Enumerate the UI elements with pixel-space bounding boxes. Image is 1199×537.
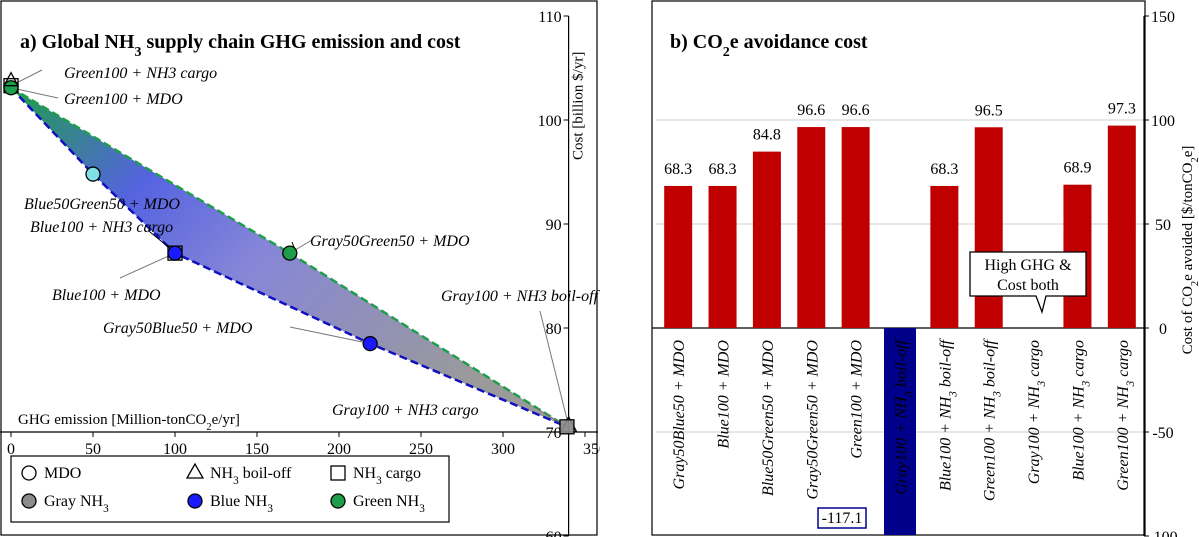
chart-a-title: a) Global NH3​ supply chain GHG emission… xyxy=(20,31,461,60)
x-tick-label: 300 xyxy=(491,441,515,458)
data-point-mdo xyxy=(167,245,183,261)
bar xyxy=(930,185,959,328)
callout-text: Cost both xyxy=(997,277,1059,294)
point-annotation: Gray100 + NH3 boil-off xyxy=(441,288,600,305)
legend-marker-cargo xyxy=(330,465,346,481)
legend-marker-boiloff xyxy=(185,462,205,479)
point-annotation: Gray100 + NH3 cargo xyxy=(332,402,479,419)
category-label: Green100 + NH3​ boil-off xyxy=(982,337,1004,501)
bar xyxy=(752,151,781,328)
category-label: Gray100 + NH3​ cargo xyxy=(1026,340,1048,484)
data-label: 84.8 xyxy=(753,127,781,144)
legend-label: MDO xyxy=(44,465,81,482)
bar xyxy=(974,127,1003,328)
data-point-mdo xyxy=(362,335,378,352)
x-tick-label: 50 xyxy=(85,441,101,458)
data-point-nh3-boiloff xyxy=(2,71,20,87)
y-tick-label: 110 xyxy=(538,9,561,26)
data-label-box xyxy=(817,507,867,529)
y-tick-label: 100 xyxy=(1151,113,1175,130)
category-label: Gray50Green50 + MDO xyxy=(804,340,821,500)
y-axis-title: Cost [billion $/yr] xyxy=(571,52,587,160)
x-tick-label: 0 xyxy=(7,441,15,458)
chart-a-frame xyxy=(0,0,598,536)
y-tick-label: 100 xyxy=(538,113,562,130)
y-tick-label: -50 xyxy=(1152,425,1173,442)
y-tick-label: 150 xyxy=(1151,9,1175,26)
category-label: Blue100 + NH3​ cargo xyxy=(1070,340,1092,481)
point-annotation: Green100 + MDO xyxy=(64,91,183,108)
leader-line xyxy=(10,87,59,99)
bar xyxy=(1107,125,1136,328)
callout: High GHG & Cost both xyxy=(969,251,1087,315)
data-point-mdo xyxy=(3,80,19,96)
category-label: Green100 + NH3​ cargo xyxy=(1115,340,1137,491)
legend-marker-color xyxy=(21,493,37,509)
point-annotation: Blue50Green50 + MDO xyxy=(24,196,180,213)
bar xyxy=(664,185,693,328)
data-label: 68.9 xyxy=(1063,160,1091,177)
callout-text: High GHG & xyxy=(984,257,1072,274)
point-annotation: Blue100 + NH3 cargo xyxy=(30,219,173,236)
legend-marker-color xyxy=(330,493,346,509)
legend-label: Blue NH3​ xyxy=(210,493,273,515)
x-tick-label: 150 xyxy=(245,441,269,458)
scatter-chart-a: 0 50 100 150 200 250 300 350 60 70 80 90 100 110 GHG e… xyxy=(0,0,600,537)
point-annotation: Green100 + NH3 cargo xyxy=(64,65,217,82)
x-axis-title: GHG emission [Million-tonCO2​e/yr] xyxy=(18,412,240,433)
x-tick-label: 350 xyxy=(583,441,600,458)
data-label: 68.3 xyxy=(709,161,737,178)
data-label: -117.1 xyxy=(822,510,863,527)
leader-line xyxy=(289,326,371,345)
data-label: 68.3 xyxy=(664,161,692,178)
data-label: 96.5 xyxy=(975,102,1003,119)
highlight-bar xyxy=(884,328,916,535)
y-axis-title: Cost of CO2​e avoided [$/tonCO2​e] xyxy=(1180,146,1199,355)
leader-line xyxy=(539,310,570,426)
legend-box xyxy=(10,455,450,523)
bar xyxy=(797,127,826,329)
callout-box xyxy=(969,251,1087,315)
category-label: Gray100 + NH3​ boil-off xyxy=(893,337,915,494)
legend-label: NH3​ boil-off xyxy=(210,465,292,487)
data-point-mdo xyxy=(85,166,101,182)
point-annotation: Gray50Blue50 + MDO xyxy=(103,320,253,337)
y-tick-label: 50 xyxy=(1155,217,1171,234)
legend-marker-mdo xyxy=(21,465,37,481)
data-label: 96.6 xyxy=(797,102,825,119)
data-point-nh3-cargo xyxy=(559,419,575,435)
legend-label: NH3​ cargo xyxy=(353,465,421,487)
category-label: Blue50Green50 + MDO xyxy=(760,340,777,496)
data-label: 96.6 xyxy=(842,102,870,119)
data-point-mdo xyxy=(282,245,298,261)
chart-b-title: b) CO2​e avoidance cost xyxy=(670,31,868,60)
y-tick-label: 0 xyxy=(1159,321,1167,338)
point-annotation: Blue100 + MDO xyxy=(52,287,161,304)
data-label: 68.3 xyxy=(930,161,958,178)
y-tick-label: 80 xyxy=(546,321,562,338)
data-label: 97.3 xyxy=(1108,101,1136,118)
x-tick-label: 100 xyxy=(163,441,187,458)
legend-label: Gray NH3​ xyxy=(44,493,109,515)
y-tick-label: 70 xyxy=(546,425,562,442)
category-label: Blue100 + NH3​ boil-off xyxy=(937,337,959,491)
x-tick-label: 200 xyxy=(327,441,351,458)
y-tick-label: 60 xyxy=(546,529,562,537)
category-label: Gray50Blue50 + MDO xyxy=(671,340,688,490)
y-tick-label: 90 xyxy=(546,217,562,234)
legend: MDO NH3​ boil-off NH3​ cargo Gray NH3​ Blue … xyxy=(10,455,450,523)
category-label: Blue100 + MDO xyxy=(716,340,733,449)
point-annotation: Gray50Green50 + MDO xyxy=(310,233,470,250)
bar xyxy=(708,185,737,328)
legend-marker-color xyxy=(187,493,203,509)
bar xyxy=(841,127,870,329)
x-tick-label: 250 xyxy=(409,441,433,458)
legend-label: Green NH3​ xyxy=(353,493,425,515)
category-label: Green100 + MDO xyxy=(849,340,866,459)
leader-line xyxy=(119,252,176,279)
y-tick-label: -100 xyxy=(1148,529,1177,537)
